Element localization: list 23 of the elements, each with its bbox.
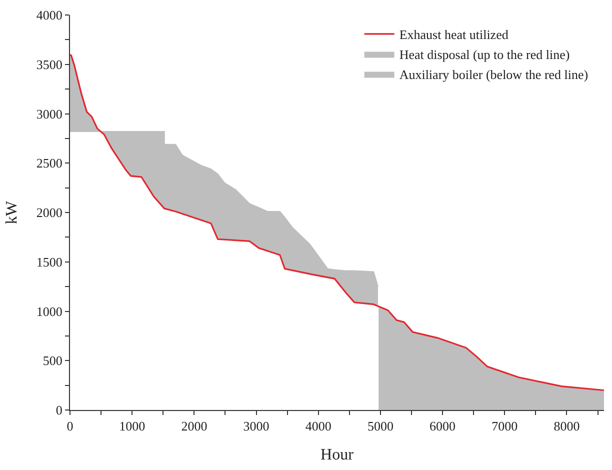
y-tick-label: 500 — [42, 353, 62, 368]
x-tick-label: 3000 — [243, 418, 270, 434]
x-axis-title: Hour — [320, 446, 354, 464]
x-tick-label: 7000 — [492, 418, 518, 434]
y-tick-label: 0 — [56, 402, 62, 418]
legend-label: Exhaust heat utilized — [399, 26, 509, 42]
x-tick-label: 1000 — [119, 418, 146, 434]
y-tick-label: 2000 — [36, 205, 62, 220]
x-tick-label: 5000 — [367, 418, 394, 434]
y-tick-label: 4000 — [36, 8, 62, 23]
legend-label: Heat disposal (up to the red line) — [399, 46, 570, 62]
y-tick-label: 3000 — [36, 106, 62, 122]
x-tick-label: 0 — [66, 418, 74, 434]
y-tick-label: 1000 — [36, 304, 62, 319]
x-tick-label: 2000 — [181, 418, 208, 434]
y-tick-label: 1500 — [36, 254, 62, 270]
y-tick-label: 2500 — [36, 156, 62, 171]
x-tick-label: 6000 — [430, 418, 456, 434]
y-axis-title: kW — [3, 200, 20, 224]
x-tick-label: 8000 — [554, 418, 580, 434]
x-tick-label: 4000 — [305, 418, 332, 434]
y-tick-label: 3500 — [36, 56, 62, 72]
legend-label: Auxiliary boiler (below the red line) — [399, 66, 588, 82]
